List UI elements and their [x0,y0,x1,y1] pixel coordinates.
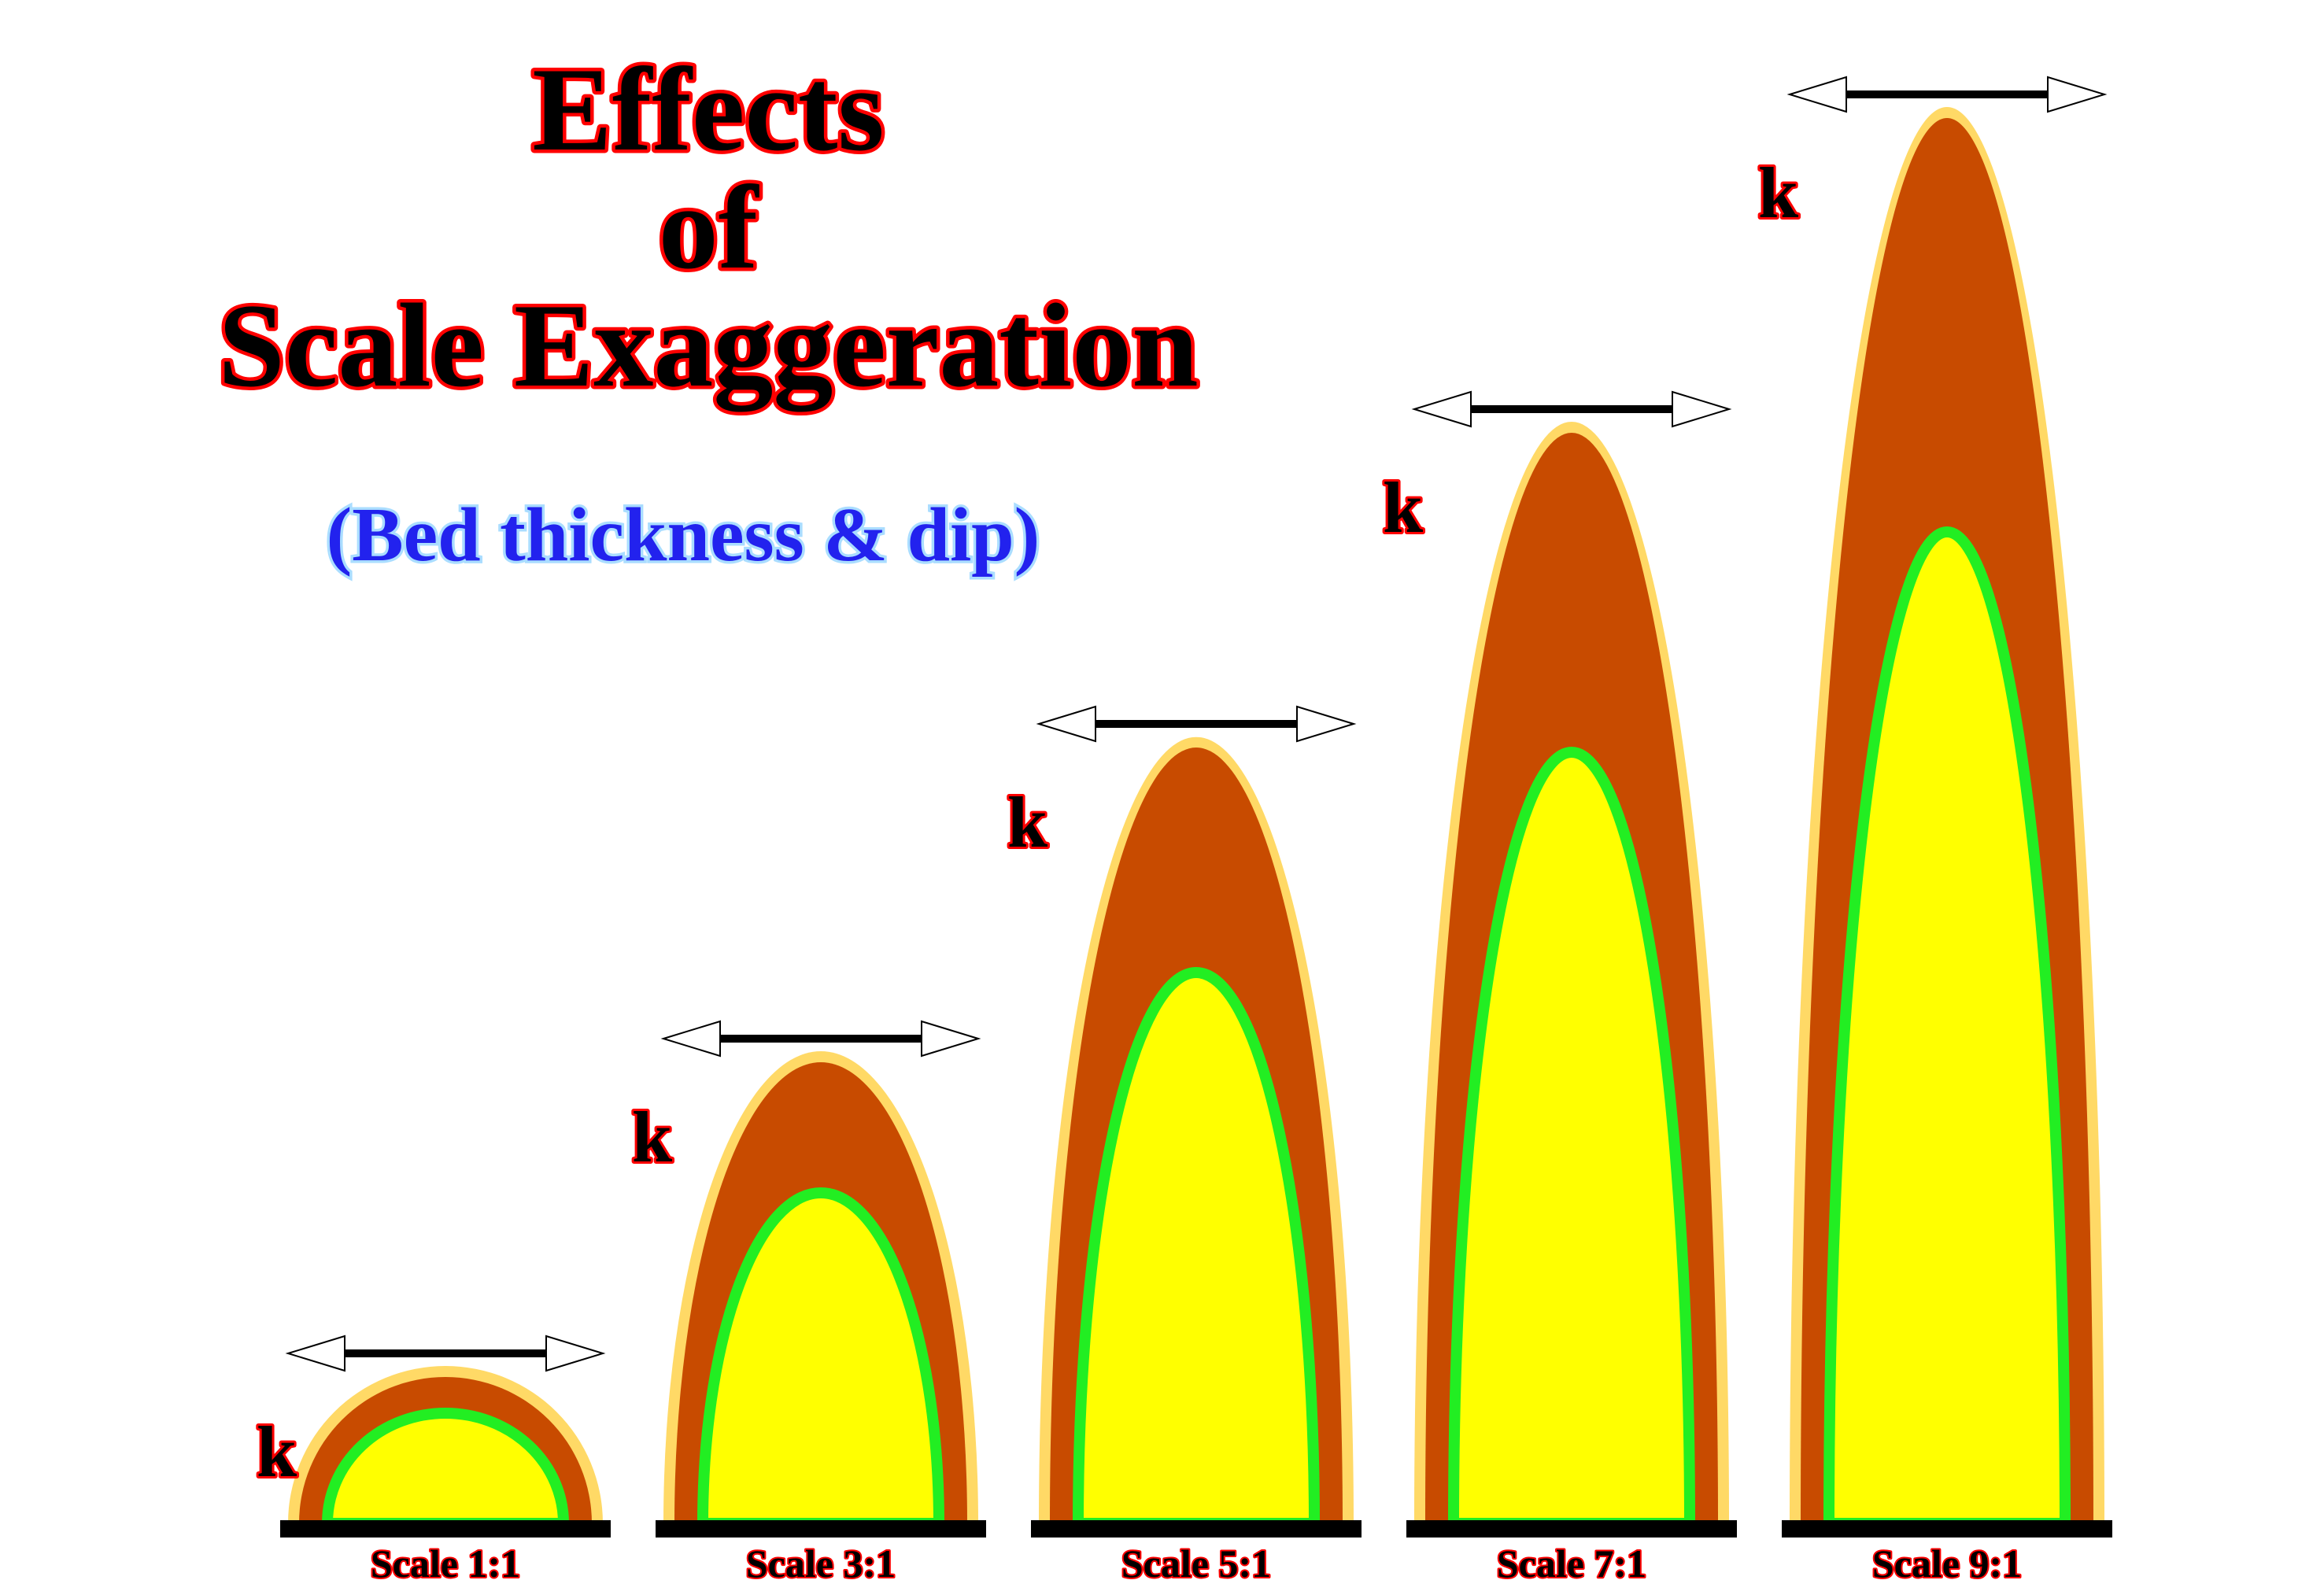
fold-2: k Scale 3:1 [630,1020,986,1580]
title-line-1: Effects [532,43,884,175]
fold-scale-label: Scale 5:1 [1121,1541,1271,1580]
fold-base-line [280,1520,611,1538]
fold-base-line [1031,1520,1362,1538]
fold-base-line [656,1520,986,1538]
fold-base-line [1406,1520,1737,1538]
double-arrow-icon [660,1020,981,1058]
fold-3: k Scale 5:1 [1005,705,1362,1580]
fold-core-layer [1447,747,1696,1529]
title: Effects of Scale Exaggeration [215,40,1202,416]
fold-scale-label: Scale 9:1 [1872,1541,2022,1580]
fold-core-layer [321,1408,570,1529]
double-arrow-icon [1036,705,1357,743]
fold-scale-label: Scale 1:1 [371,1541,520,1580]
fold-scale-label: Scale 3:1 [746,1541,896,1580]
subtitle: (Bed thickness & dip) [327,493,1040,578]
double-arrow-icon [1411,390,1732,428]
fold-k-label: k [632,1097,673,1177]
fold-core-layer [1823,526,2071,1529]
title-line-2: of [659,161,760,293]
fold-1: k Scale 1:1 [254,1335,611,1580]
fold-k-label: k [1758,153,1799,233]
fold-scale-label: Scale 7:1 [1497,1541,1646,1580]
title-line-3: Scale Exaggeration [218,279,1198,412]
folds: k Scale 1:1 k Scale 3:1 k Scale 5:1 k Scale 7:1… [254,76,2112,1580]
fold-core-layer [1072,967,1321,1529]
fold-5: k Scale 9:1 [1756,76,2112,1580]
double-arrow-icon [285,1335,606,1372]
fold-k-label: k [1007,782,1048,862]
fold-core-layer [696,1187,945,1529]
fold-4: k Scale 7:1 [1380,390,1737,1580]
fold-k-label: k [257,1412,297,1492]
fold-base-line [1782,1520,2112,1538]
double-arrow-icon [1786,76,2108,113]
fold-k-label: k [1383,467,1424,548]
